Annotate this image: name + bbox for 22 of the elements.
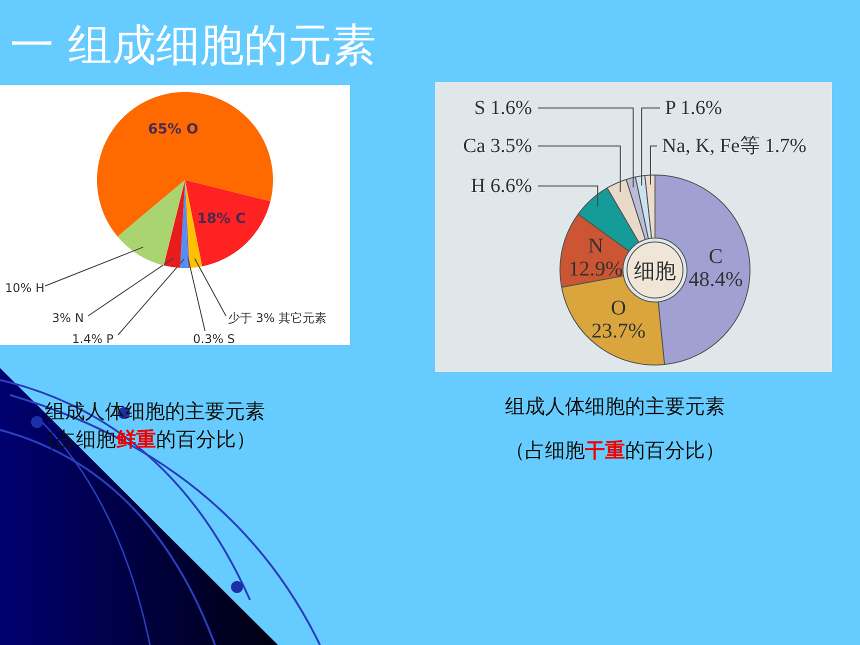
slice-label: 10% H: [5, 281, 45, 295]
slice-label: 少于 3% 其它元素: [228, 311, 327, 325]
text: 一 组成细胞的元素: [10, 20, 376, 71]
slice-label: 1.4% P: [72, 332, 114, 346]
slice-label: 3% N: [52, 311, 84, 325]
slice-label: 0.3% S: [193, 332, 235, 346]
text: 组成人体细胞的主要元素: [505, 394, 725, 418]
data-label: 48.4%: [688, 266, 743, 291]
slice-label: C: [708, 244, 723, 268]
slice-label: Ca 3.5%: [463, 135, 532, 157]
data-label: 23.7%: [591, 318, 646, 343]
text: 细胞: [634, 259, 676, 283]
slice-label: 18% C: [197, 211, 246, 228]
slice-label: O: [610, 296, 626, 320]
slice-label: Na, K, Fe等 1.7%: [662, 135, 806, 157]
slice-label: P 1.6%: [665, 97, 722, 119]
slice-label: 65% O: [148, 122, 198, 138]
slice-label: N: [588, 234, 604, 258]
data-label: 12.9%: [568, 256, 623, 281]
slice-label: S 1.6%: [474, 97, 532, 119]
text: （占细胞干重的百分比）: [505, 438, 725, 462]
slice-label: H 6.6%: [470, 175, 532, 197]
